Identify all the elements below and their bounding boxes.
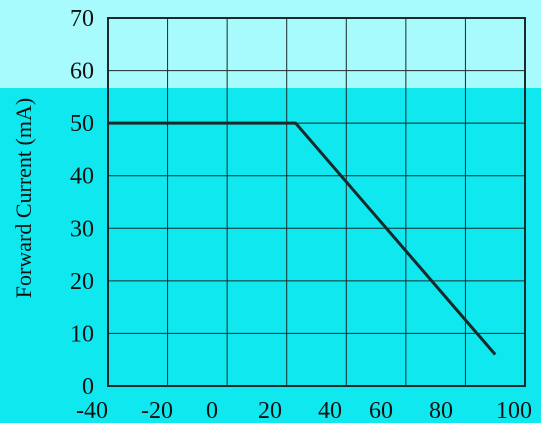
- y-tick-labels: 0 10 20 30 40 50 60 70: [70, 6, 94, 400]
- x-tick-label: 100: [496, 398, 532, 423]
- y-tick-label: 10: [70, 321, 94, 347]
- x-tick-label: 40: [318, 398, 342, 423]
- chart-background-top: [0, 0, 541, 88]
- y-tick-label: 20: [70, 269, 94, 295]
- y-axis-title: Forward Current (mA): [11, 98, 36, 298]
- series-layer: [108, 121, 497, 356]
- x-tick-labels: -40 -20 0 20 40 60 80 100: [76, 398, 532, 423]
- x-tick-label: -20: [141, 398, 173, 423]
- x-tick-label: 20: [258, 398, 282, 423]
- y-tick-label: 40: [70, 164, 94, 190]
- y-tick-label: 30: [70, 216, 94, 242]
- series-line: [108, 121, 497, 356]
- x-tick-label: 60: [369, 398, 393, 423]
- y-tick-label: 70: [70, 6, 94, 32]
- plot-border: [107, 17, 526, 387]
- y-tick-label: 0: [82, 374, 94, 400]
- y-tick-label: 50: [70, 111, 94, 137]
- y-tick-label: 60: [70, 59, 94, 85]
- x-tick-label: -40: [76, 398, 108, 423]
- chart-background-main: [0, 88, 541, 423]
- grid: [108, 18, 525, 386]
- x-tick-label: 80: [429, 398, 453, 423]
- plot-frame: [107, 17, 526, 387]
- x-tick-label: 0: [206, 398, 218, 423]
